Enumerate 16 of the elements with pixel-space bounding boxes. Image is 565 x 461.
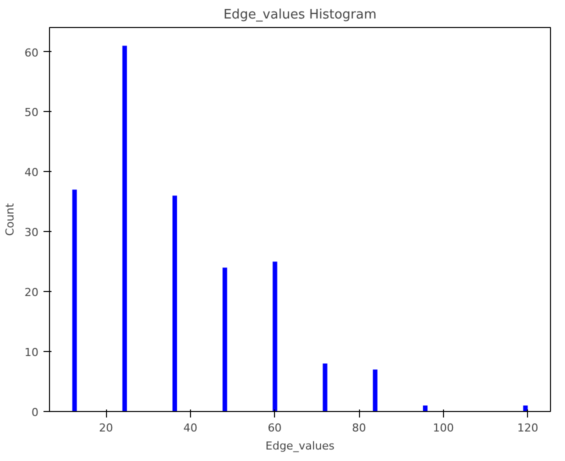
x-axis-title: Edge_values [266,440,335,452]
y-tick-label: 20 [24,286,39,300]
chart-title: Edge_values Histogram [223,8,377,22]
x-tick-label: 40 [183,422,198,434]
y-tick-label: 40 [24,166,39,180]
x-tick-label: 60 [268,422,282,434]
y-tick-label: 0 [32,406,38,419]
y-axis-title: Count [4,202,17,236]
y-tick-label: 50 [24,106,39,120]
y-tick-label: 60 [24,46,39,60]
x-tick-label: 80 [352,422,366,434]
x-tick-label: 100 [432,422,454,434]
x-tick-label: 20 [99,422,114,434]
x-tick-label: 120 [517,422,538,434]
y-tick-label: 30 [24,226,39,240]
y-tick-label: 10 [24,346,39,360]
